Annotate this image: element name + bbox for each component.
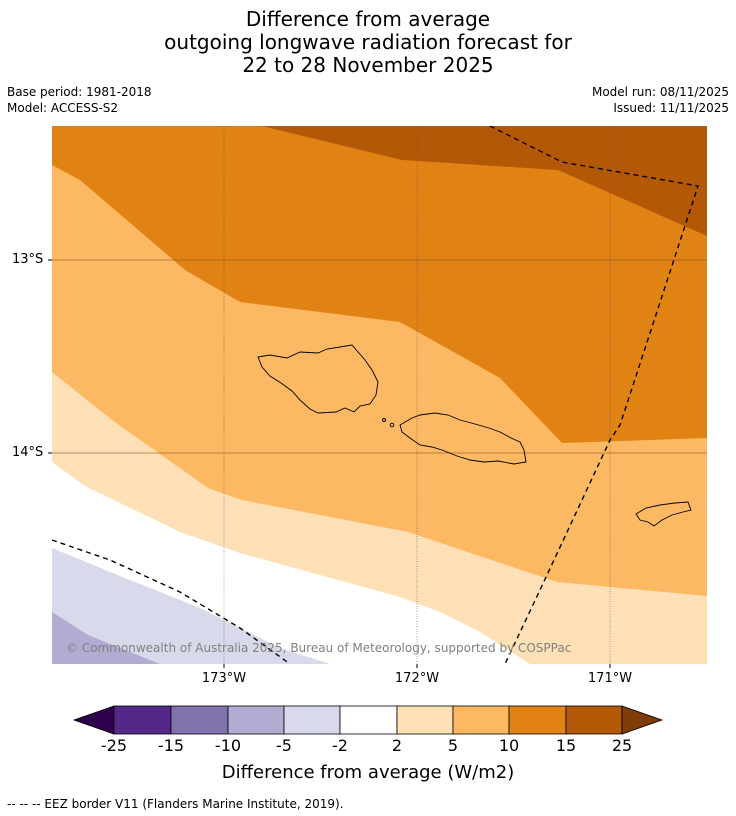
lat-gridlines xyxy=(52,259,707,454)
lon-label-173w: 173°W xyxy=(201,671,247,686)
model-name: Model: ACCESS-S2 xyxy=(7,101,119,115)
eez-footnote: -- -- -- EEZ border V11 (Flanders Marine… xyxy=(7,797,344,811)
islands xyxy=(257,344,692,527)
small-islet-1 xyxy=(382,418,386,422)
colorbar-bin-1 xyxy=(113,705,172,735)
copyright-notice: © Commonwealth of Australia 2025, Bureau… xyxy=(66,641,572,655)
colorbar-tick: -5 xyxy=(276,736,292,755)
upolu-island xyxy=(399,412,527,465)
colorbar-tick: 15 xyxy=(555,736,577,755)
band-m10-m5 xyxy=(52,612,160,664)
colorbar-label: Difference from average (W/m2) xyxy=(221,762,515,783)
base-period: Base period: 1981-2018 xyxy=(7,85,152,99)
title-line-3: 22 to 28 November 2025 xyxy=(242,53,494,77)
colorbar-tick: 10 xyxy=(498,736,520,755)
colorbar-extend-low xyxy=(72,705,115,735)
band-m5-m2 xyxy=(52,548,330,664)
gridlines xyxy=(223,126,611,664)
colorbar-extend-high xyxy=(621,705,664,735)
colorbar-bin-7 xyxy=(452,705,510,735)
colorbar-bin-4 xyxy=(283,705,341,735)
colorbar-bin-9 xyxy=(565,705,623,735)
title-line-1: Difference from average xyxy=(245,7,491,31)
colorbar-bin-6 xyxy=(396,705,454,735)
colorbar-tick: -15 xyxy=(157,736,185,755)
colorbar-tick: -25 xyxy=(100,736,128,755)
small-islet-2 xyxy=(389,422,395,428)
colorbar-tick: -10 xyxy=(214,736,242,755)
colorbar-tick: 5 xyxy=(447,736,459,755)
colorbar-bin-2 xyxy=(170,705,229,735)
eez-border xyxy=(52,126,699,664)
model-run: Model run: 08/11/2025 xyxy=(591,85,729,99)
colorbar-tick: 2 xyxy=(391,736,403,755)
tutuila-island xyxy=(635,501,692,527)
axis-ticks xyxy=(48,259,611,668)
savaii-island xyxy=(257,344,379,414)
colorbar-bin-3 xyxy=(227,705,285,735)
chart-title: Difference from average outgoing longwav… xyxy=(0,8,736,77)
issued-date: Issued: 11/11/2025 xyxy=(613,101,729,115)
meta-right: Model run: 08/11/2025 Issued: 11/11/2025 xyxy=(592,84,729,116)
colorbar-tick: 25 xyxy=(611,736,633,755)
lat-label-13s: 13°S xyxy=(12,252,44,267)
colorbar-tick: -2 xyxy=(332,736,348,755)
lat-label-14s: 14°S xyxy=(12,445,44,460)
title-line-2: outgoing longwave radiation forecast for xyxy=(164,30,572,54)
colorbar-bin-8 xyxy=(508,705,567,735)
meta-left: Base period: 1981-2018 Model: ACCESS-S2 xyxy=(7,84,152,116)
lon-label-171w: 171°W xyxy=(587,671,633,686)
colorbar-bin-5 xyxy=(339,705,398,735)
colorbar xyxy=(72,705,664,735)
lon-label-172w: 172°W xyxy=(394,671,440,686)
